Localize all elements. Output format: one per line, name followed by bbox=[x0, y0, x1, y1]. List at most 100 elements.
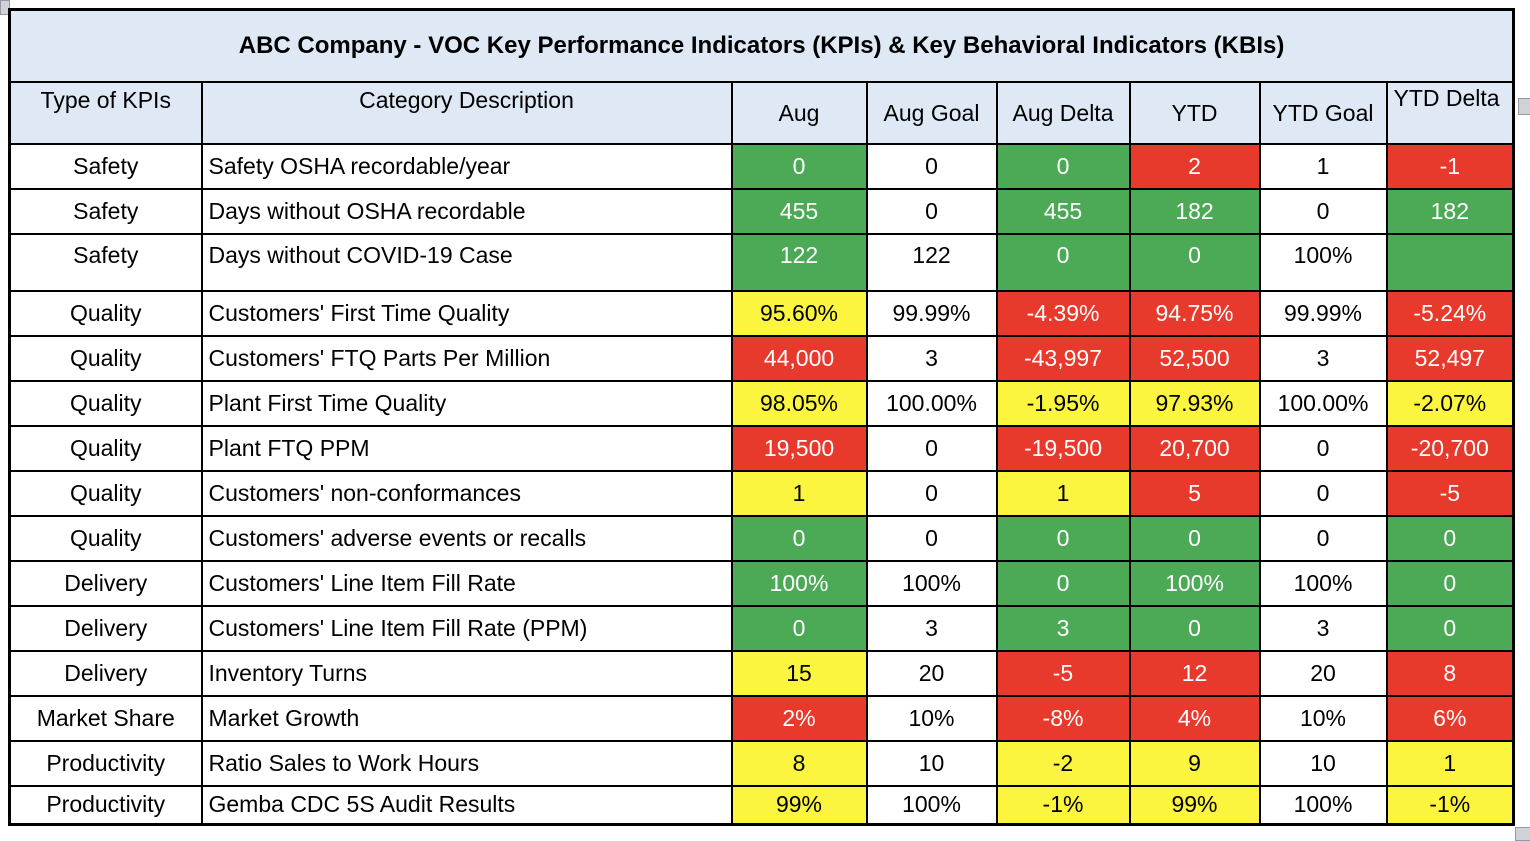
cell-kpi-type[interactable]: Quality bbox=[8, 380, 203, 427]
cell-kpi-type[interactable]: Quality bbox=[8, 470, 203, 517]
cell-category-description[interactable]: Customers' Line Item Fill Rate (PPM) bbox=[200, 605, 733, 652]
cell-kpi-type[interactable]: Safety bbox=[8, 143, 203, 190]
cell-aug[interactable]: 99% bbox=[730, 785, 868, 825]
cell-aug[interactable]: 122 bbox=[730, 233, 868, 292]
cell-aug[interactable]: 0 bbox=[730, 515, 868, 562]
cell-category-description[interactable]: Customers' Line Item Fill Rate bbox=[200, 560, 733, 607]
cell-kpi-type[interactable]: Delivery bbox=[8, 650, 203, 697]
cell-ytd-delta[interactable]: 182 bbox=[1385, 188, 1515, 235]
cell-kpi-type[interactable]: Productivity bbox=[8, 785, 203, 825]
cell-ytd-goal[interactable]: 10 bbox=[1258, 740, 1388, 787]
cell-ytd[interactable]: 12 bbox=[1128, 650, 1261, 697]
cell-category-description[interactable]: Days without OSHA recordable bbox=[200, 188, 733, 235]
cell-aug[interactable]: 15 bbox=[730, 650, 868, 697]
cell-aug[interactable]: 44,000 bbox=[730, 335, 868, 382]
cell-aug-delta[interactable]: 1 bbox=[995, 470, 1131, 517]
cell-ytd-goal[interactable]: 100% bbox=[1258, 233, 1388, 292]
cell-ytd[interactable]: 20,700 bbox=[1128, 425, 1261, 472]
cell-ytd-delta[interactable]: -5 bbox=[1385, 470, 1515, 517]
cell-ytd-delta[interactable]: 1 bbox=[1385, 740, 1515, 787]
cell-kpi-type[interactable]: Safety bbox=[8, 233, 203, 292]
cell-ytd-goal[interactable]: 100% bbox=[1258, 785, 1388, 825]
cell-category-description[interactable]: Ratio Sales to Work Hours bbox=[200, 740, 733, 787]
cell-ytd-goal[interactable]: 99.99% bbox=[1258, 290, 1388, 337]
cell-ytd[interactable]: 99% bbox=[1128, 785, 1261, 825]
cell-aug-delta[interactable]: 0 bbox=[995, 515, 1131, 562]
cell-aug-goal[interactable]: 0 bbox=[865, 188, 998, 235]
cell-aug-delta[interactable]: -8% bbox=[995, 695, 1131, 742]
cell-ytd-delta[interactable]: -5.24% bbox=[1385, 290, 1515, 337]
cell-ytd-delta[interactable]: 8 bbox=[1385, 650, 1515, 697]
cell-ytd-goal[interactable]: 1 bbox=[1258, 143, 1388, 190]
cell-aug-goal[interactable]: 0 bbox=[865, 143, 998, 190]
cell-ytd[interactable]: 0 bbox=[1128, 233, 1261, 292]
cell-aug-delta[interactable]: 455 bbox=[995, 188, 1131, 235]
cell-kpi-type[interactable]: Productivity bbox=[8, 740, 203, 787]
cell-ytd-goal[interactable]: 0 bbox=[1258, 425, 1388, 472]
cell-category-description[interactable]: Gemba CDC 5S Audit Results bbox=[200, 785, 733, 825]
cell-kpi-type[interactable]: Quality bbox=[8, 335, 203, 382]
cell-kpi-type[interactable]: Quality bbox=[8, 290, 203, 337]
cell-aug-delta[interactable]: 3 bbox=[995, 605, 1131, 652]
cell-aug-goal[interactable]: 100% bbox=[865, 560, 998, 607]
cell-category-description[interactable]: Safety OSHA recordable/year bbox=[200, 143, 733, 190]
cell-ytd[interactable]: 0 bbox=[1128, 515, 1261, 562]
cell-ytd[interactable]: 182 bbox=[1128, 188, 1261, 235]
cell-ytd-delta[interactable]: 0 bbox=[1385, 605, 1515, 652]
cell-aug[interactable]: 19,500 bbox=[730, 425, 868, 472]
cell-ytd-delta[interactable]: -1 bbox=[1385, 143, 1515, 190]
cell-aug-goal[interactable]: 3 bbox=[865, 335, 998, 382]
cell-ytd[interactable]: 9 bbox=[1128, 740, 1261, 787]
cell-kpi-type[interactable]: Delivery bbox=[8, 560, 203, 607]
cell-aug-goal[interactable]: 10 bbox=[865, 740, 998, 787]
cell-aug[interactable]: 2% bbox=[730, 695, 868, 742]
cell-ytd-goal[interactable]: 3 bbox=[1258, 335, 1388, 382]
cell-category-description[interactable]: Market Growth bbox=[200, 695, 733, 742]
cell-ytd-goal[interactable]: 0 bbox=[1258, 515, 1388, 562]
cell-category-description[interactable]: Customers' non-conformances bbox=[200, 470, 733, 517]
cell-aug-delta[interactable]: 0 bbox=[995, 233, 1131, 292]
cell-ytd-delta[interactable]: 0 bbox=[1385, 560, 1515, 607]
cell-category-description[interactable]: Customers' adverse events or recalls bbox=[200, 515, 733, 562]
cell-category-description[interactable]: Customers' FTQ Parts Per Million bbox=[200, 335, 733, 382]
cell-ytd[interactable]: 100% bbox=[1128, 560, 1261, 607]
cell-aug-goal[interactable]: 0 bbox=[865, 515, 998, 562]
cell-ytd-delta[interactable] bbox=[1385, 233, 1515, 292]
cell-ytd[interactable]: 97.93% bbox=[1128, 380, 1261, 427]
cell-ytd[interactable]: 0 bbox=[1128, 605, 1261, 652]
cell-ytd[interactable]: 2 bbox=[1128, 143, 1261, 190]
cell-aug-goal[interactable]: 20 bbox=[865, 650, 998, 697]
cell-ytd-delta[interactable]: 6% bbox=[1385, 695, 1515, 742]
cell-ytd[interactable]: 4% bbox=[1128, 695, 1261, 742]
cell-ytd-delta[interactable]: -1% bbox=[1385, 785, 1515, 825]
cell-ytd-delta[interactable]: -20,700 bbox=[1385, 425, 1515, 472]
cell-ytd-goal[interactable]: 100.00% bbox=[1258, 380, 1388, 427]
cell-kpi-type[interactable]: Quality bbox=[8, 515, 203, 562]
cell-aug[interactable]: 8 bbox=[730, 740, 868, 787]
cell-aug[interactable]: 455 bbox=[730, 188, 868, 235]
cell-aug-goal[interactable]: 99.99% bbox=[865, 290, 998, 337]
cell-ytd[interactable]: 94.75% bbox=[1128, 290, 1261, 337]
cell-ytd-goal[interactable]: 10% bbox=[1258, 695, 1388, 742]
cell-aug-delta[interactable]: -2 bbox=[995, 740, 1131, 787]
cell-aug[interactable]: 98.05% bbox=[730, 380, 868, 427]
cell-aug-goal[interactable]: 122 bbox=[865, 233, 998, 292]
cell-aug-delta[interactable]: -5 bbox=[995, 650, 1131, 697]
cell-aug-delta[interactable]: -1% bbox=[995, 785, 1131, 825]
cell-aug-goal[interactable]: 100.00% bbox=[865, 380, 998, 427]
cell-aug-delta[interactable]: -43,997 bbox=[995, 335, 1131, 382]
cell-aug[interactable]: 95.60% bbox=[730, 290, 868, 337]
cell-ytd-goal[interactable]: 20 bbox=[1258, 650, 1388, 697]
cell-ytd-goal[interactable]: 0 bbox=[1258, 188, 1388, 235]
cell-aug[interactable]: 100% bbox=[730, 560, 868, 607]
cell-ytd-goal[interactable]: 3 bbox=[1258, 605, 1388, 652]
cell-category-description[interactable]: Days without COVID-19 Case bbox=[200, 233, 733, 292]
cell-ytd-goal[interactable]: 100% bbox=[1258, 560, 1388, 607]
cell-aug-delta[interactable]: 0 bbox=[995, 143, 1131, 190]
cell-aug-delta[interactable]: -4.39% bbox=[995, 290, 1131, 337]
cell-kpi-type[interactable]: Quality bbox=[8, 425, 203, 472]
cell-kpi-type[interactable]: Safety bbox=[8, 188, 203, 235]
cell-aug[interactable]: 1 bbox=[730, 470, 868, 517]
cell-ytd-delta[interactable]: 0 bbox=[1385, 515, 1515, 562]
cell-kpi-type[interactable]: Market Share bbox=[8, 695, 203, 742]
